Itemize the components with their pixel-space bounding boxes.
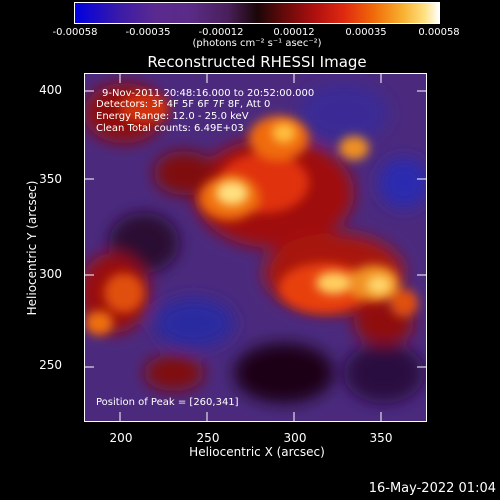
- plot-title: Reconstructed RHESSI Image: [147, 53, 367, 71]
- y-tick-label: 350: [39, 172, 62, 186]
- colorbar-unit-label: (photons cm⁻² s⁻¹ asec⁻²): [192, 38, 322, 49]
- colorbar-tick-label: 0.00035: [345, 27, 387, 38]
- y-tick-label: 400: [39, 83, 62, 97]
- x-axis-label: Heliocentric X (arcsec): [189, 445, 325, 459]
- x-tick-label: 300: [283, 431, 307, 445]
- y-tick-label: 300: [39, 267, 62, 281]
- colorbar-tick-label: -0.00012: [198, 27, 244, 38]
- x-tick-label: 200: [109, 431, 133, 445]
- rhessi-image: [79, 73, 429, 422]
- x-tick-label: 250: [196, 431, 220, 445]
- colorbar-tick-label: 0.00058: [418, 27, 460, 38]
- x-tick-label: 350: [369, 431, 393, 445]
- energy-range-text: Energy Range: 12.0 - 25.0 keV: [96, 111, 249, 122]
- clean-counts-text: Clean Total counts: 6.49E+03: [96, 123, 244, 134]
- colorbar-tick-label: -0.00035: [125, 27, 171, 38]
- peak-position-text: Position of Peak = [260,341]: [96, 397, 239, 408]
- y-tick-label: 250: [39, 358, 62, 372]
- y-axis-label: Heliocentric Y (arcsec): [25, 180, 39, 316]
- detectors-text: Detectors: 3F 4F 5F 6F 7F 8F, Att 0: [96, 99, 271, 110]
- colorbar-tick-label: -0.00058: [52, 27, 98, 38]
- colorbar: [74, 2, 440, 24]
- footer-timestamp: 16-May-2022 01:04: [368, 481, 496, 496]
- time-range-text: 9-Nov-2011 20:48:16.000 to 20:52:00.000: [102, 88, 315, 99]
- rhessi-image-canvas: [79, 73, 429, 422]
- colorbar-tick-label: 0.00012: [273, 27, 315, 38]
